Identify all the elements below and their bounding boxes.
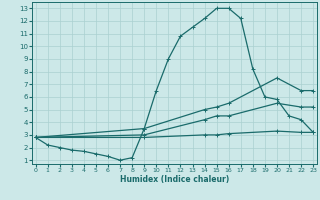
X-axis label: Humidex (Indice chaleur): Humidex (Indice chaleur) (120, 175, 229, 184)
